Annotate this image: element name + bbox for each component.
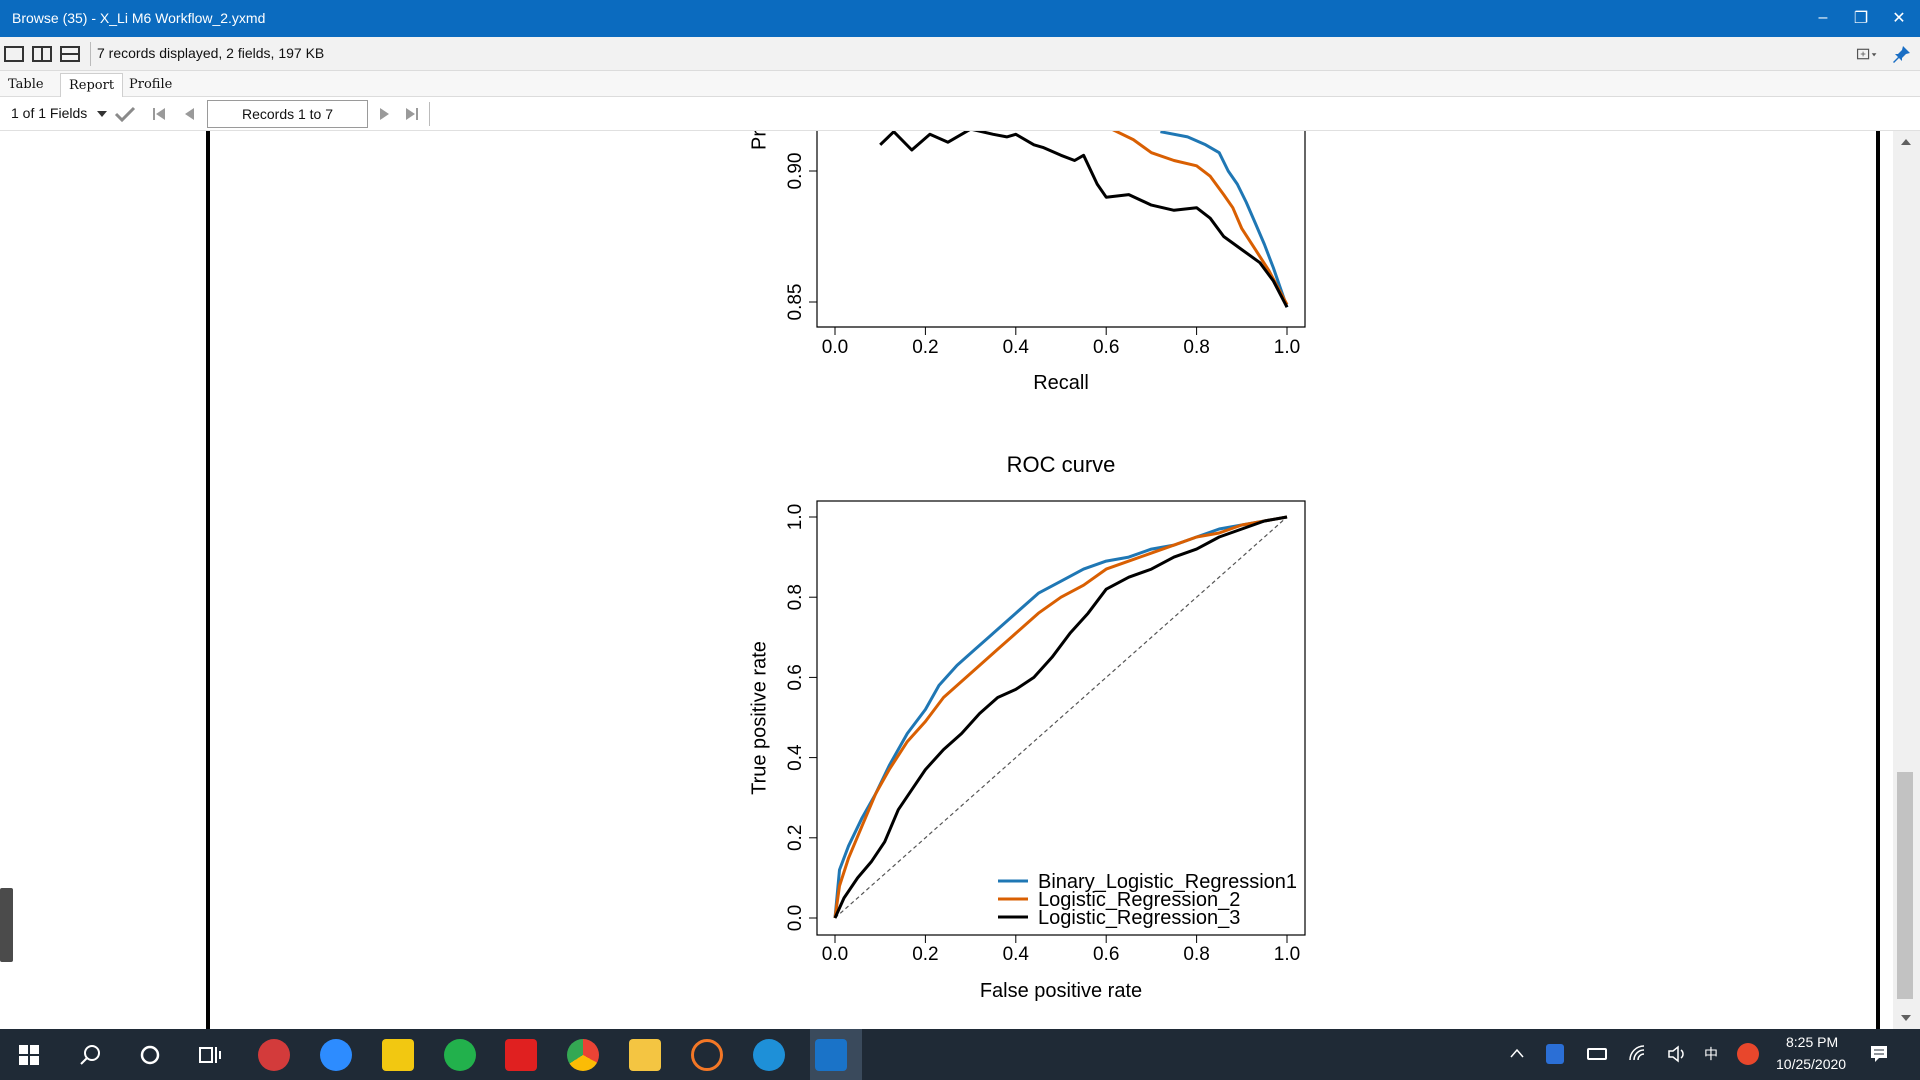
split-horizontal-icon[interactable] [59,44,81,64]
restore-button[interactable]: ❐ [1853,10,1869,27]
x-tick-label: 0.4 [1003,337,1030,358]
scroll-up-icon[interactable] [1900,137,1912,147]
x-axis-label: False positive rate [980,980,1142,1002]
plot-frame [816,131,1306,328]
snipping-tool-icon[interactable] [258,1039,290,1071]
navbar-divider [429,102,430,126]
x-tick-label: 0.8 [1183,337,1209,358]
diagonal-reference-line [834,516,1288,919]
records-range-field[interactable]: Records 1 to 7 [207,100,368,128]
x-tick-label: 0.0 [822,337,848,358]
security-shield-icon[interactable] [1546,1044,1564,1064]
clock-time[interactable]: 8:25 PM [1786,1034,1839,1050]
title-bar: Browse (35) - X_Li M6 Workflow_2.yxmd – … [0,0,1920,37]
chart-title: ROC curve [1007,452,1116,477]
checkmark-icon[interactable] [114,105,136,123]
task-view-icon[interactable] [198,1043,222,1067]
battery-icon[interactable] [1587,1048,1607,1060]
close-button[interactable]: ✕ [1892,10,1906,27]
windows-start-icon[interactable] [18,1044,40,1066]
cortana-icon[interactable] [138,1043,162,1067]
x-tick-label: 0.6 [1093,337,1119,358]
report-right-border [1876,131,1880,1029]
report-content: 0.0 0.2 0.4 0.6 0.8 1.0 Recall 0.85 0.90 Pr ROC cu… [0,131,1920,1029]
x-tick-label: 0.0 [822,944,848,965]
y-tick-label: 0.90 [785,153,806,190]
side-panel-grip[interactable] [0,888,13,962]
x-tick-label: 0.4 [1003,944,1030,965]
sticky-notes-icon[interactable] [382,1039,414,1071]
jupyter-icon[interactable] [691,1039,723,1071]
x-tick-label: 1.0 [1274,337,1300,358]
previous-record-icon[interactable] [182,106,196,122]
legend-label: Logistic_Regression_3 [1038,907,1240,929]
zoom-icon[interactable] [320,1039,352,1071]
ime-indicator[interactable]: 中 [1704,1046,1718,1062]
series-line [833,515,1288,919]
pin-icon[interactable] [1891,44,1913,64]
y-axis-label: True positive rate [748,641,770,795]
plot-frame [816,500,1306,936]
scrollbar-thumb[interactable] [1897,772,1913,999]
split-vertical-icon[interactable] [31,44,53,64]
y-tick-label: 0.4 [785,744,806,771]
first-record-icon[interactable] [151,106,167,122]
tab-profile[interactable]: Profile [129,77,173,92]
series-line [1160,131,1289,308]
next-record-icon[interactable] [378,106,392,122]
browse-toolbar: 7 records displayed, 2 fields, 197 KB [0,37,1920,71]
y-tick-label: 1.0 [785,504,806,530]
x-axis-label: Recall [1033,372,1089,394]
volume-icon[interactable] [1667,1044,1687,1064]
x-tick-label: 0.2 [912,944,938,965]
y-tick-label: 0.6 [785,664,806,690]
chevron-down-icon[interactable] [96,109,108,119]
legend-label: Logistic_Regression_2 [1038,889,1240,911]
series-line [1112,131,1289,306]
legend-label: Binary_Logistic_Regression1 [1038,871,1297,893]
report-left-border [206,131,210,1029]
alteryx-icon[interactable] [815,1039,847,1071]
wifi-icon[interactable] [1628,1044,1648,1064]
single-pane-icon[interactable] [3,44,25,64]
y-axis-label: Pr [748,131,770,150]
y-tick-label: 0.85 [785,284,806,321]
minimize-button[interactable]: – [1818,9,1828,26]
windows-taskbar: 中 8:25 PM 10/25/2020 [0,1029,1920,1080]
sogou-input-icon[interactable] [1737,1043,1759,1065]
y-tick-label: 0.8 [785,584,806,610]
fields-selector[interactable]: 1 of 1 Fields [11,105,88,121]
tab-table[interactable]: Table [8,77,44,92]
youdao-dictionary-icon[interactable] [505,1039,537,1071]
toolbar-divider [90,42,91,66]
series-line [833,515,1288,919]
tab-report[interactable]: Report [60,73,124,97]
window-title: Browse (35) - X_Li M6 Workflow_2.yxmd [12,10,266,26]
chevron-up-icon[interactable] [1508,1045,1526,1063]
x-tick-label: 0.2 [912,337,938,358]
records-summary: 7 records displayed, 2 fields, 197 KB [97,45,325,61]
wechat-icon[interactable] [444,1039,476,1071]
series-line [879,131,1289,308]
report-charts: 0.0 0.2 0.4 0.6 0.8 1.0 Recall 0.85 0.90 Pr ROC cu… [748,131,1306,1002]
last-record-icon[interactable] [404,106,420,122]
record-navigation-bar: 1 of 1 Fields Records 1 to 7 [0,97,1920,131]
x-tick-label: 1.0 [1274,944,1300,965]
y-tick-label: 0.2 [785,825,806,851]
search-icon[interactable] [78,1043,102,1067]
chrome-icon[interactable] [567,1039,599,1071]
layout-options-icon[interactable] [1856,44,1878,64]
x-tick-label: 0.8 [1183,944,1209,965]
file-explorer-icon[interactable] [629,1039,661,1071]
x-tick-label: 0.6 [1093,944,1119,965]
y-tick-label: 0.0 [785,905,806,931]
scroll-down-icon[interactable] [1900,1013,1912,1023]
notification-center-icon[interactable] [1869,1044,1889,1064]
view-tabs: Table Report Profile [0,71,1920,97]
edge-icon[interactable] [753,1039,785,1071]
clock-date[interactable]: 10/25/2020 [1776,1056,1847,1072]
